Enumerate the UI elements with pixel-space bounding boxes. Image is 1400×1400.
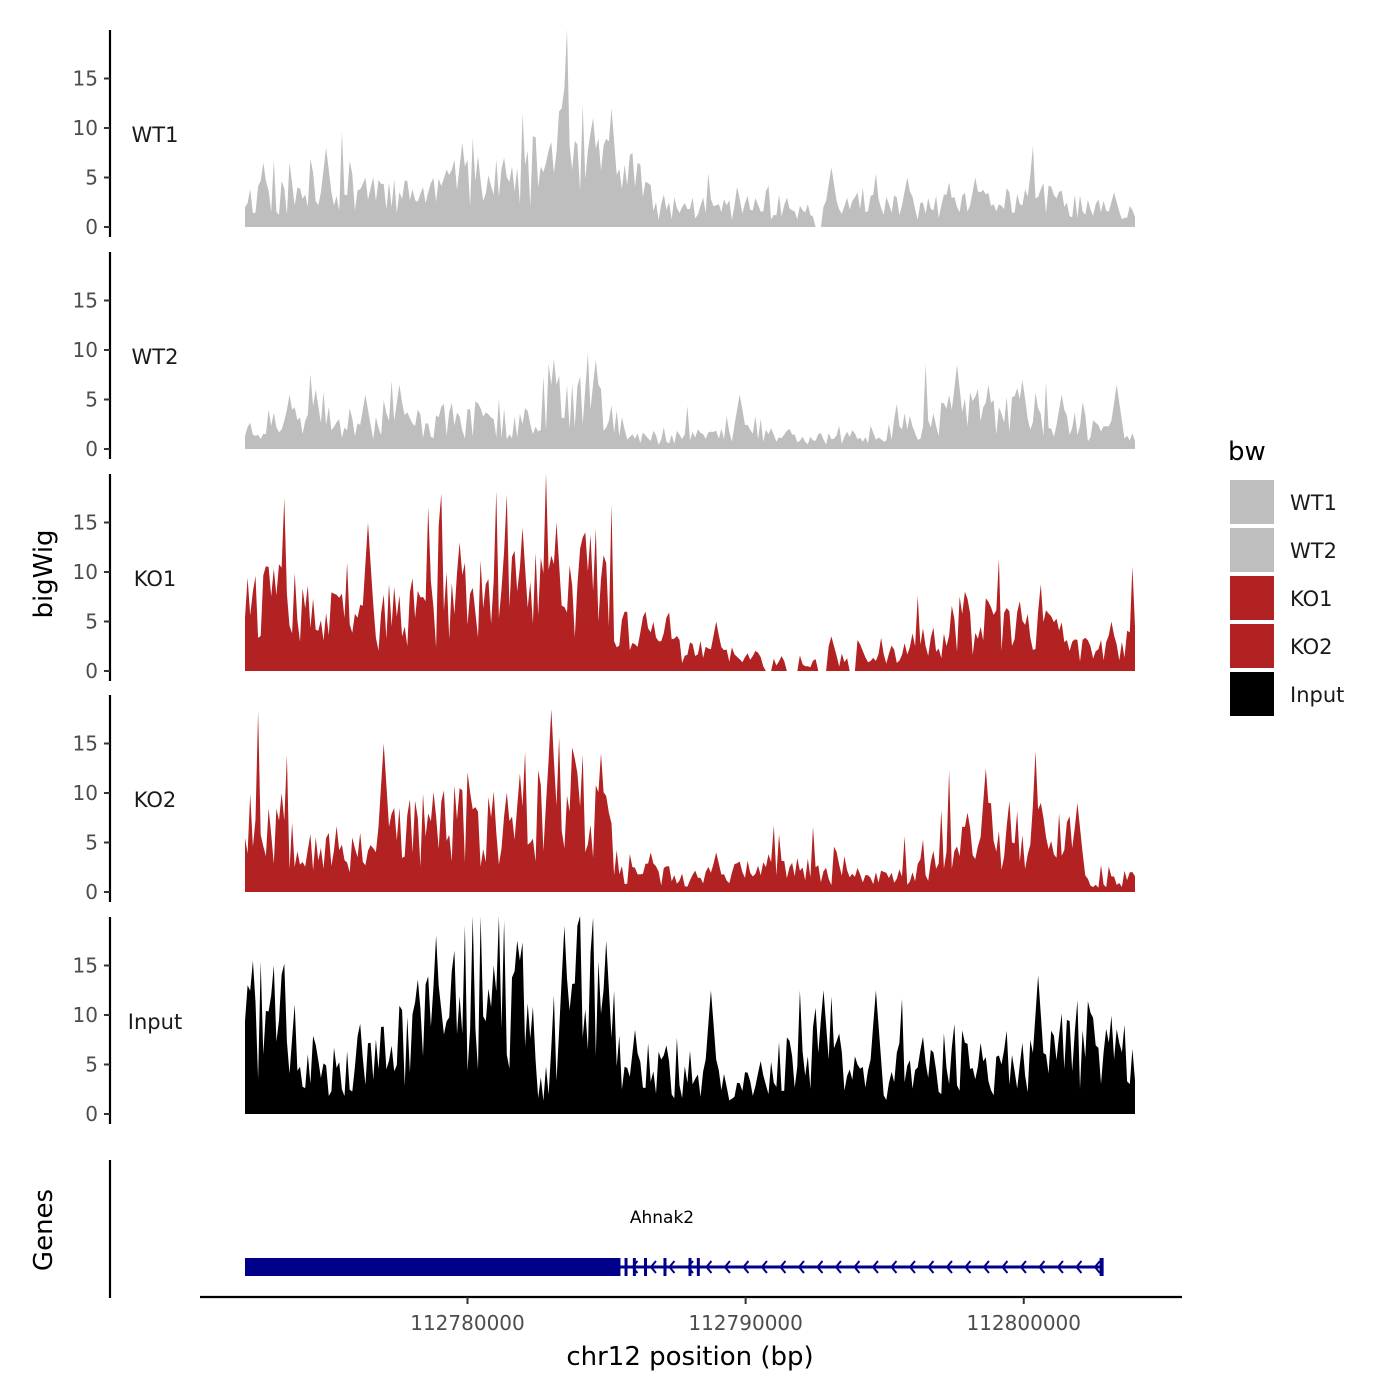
- legend-key-wt1: [1230, 480, 1274, 524]
- x-axis: 112780000 112790000 112800000: [200, 1295, 1182, 1335]
- track-ko2: 0 5 10 15 KO2: [73, 695, 1135, 904]
- gene-exon: [663, 1258, 667, 1276]
- strand-arrow: [1001, 1260, 1009, 1274]
- y-tick-label: 10: [73, 781, 98, 805]
- strand-arrow: [927, 1260, 935, 1274]
- strand-arrow: [1056, 1260, 1064, 1274]
- track-wt1: 0 5 10 15 WT1: [73, 29, 1135, 239]
- track-label: KO2: [134, 788, 177, 812]
- gene-exon: [644, 1258, 647, 1276]
- legend-key-ko1: [1230, 576, 1274, 620]
- strand-arrow: [723, 1260, 731, 1274]
- y-axis-title: bigWig: [29, 529, 59, 618]
- y-tick-label: 5: [85, 166, 98, 190]
- strand-arrow: [853, 1260, 861, 1274]
- y-tick-label: 5: [85, 1053, 98, 1077]
- coverage-area-ko1: [245, 473, 1135, 671]
- coverage-area-ko2: [245, 708, 1135, 892]
- strand-arrow: [742, 1260, 750, 1274]
- coverage-area-wt1: [245, 29, 1135, 227]
- y-tick-label: 5: [85, 388, 98, 412]
- y-tick-label: 0: [85, 880, 98, 904]
- legend: bw WT1 WT2 KO1 KO2 Input: [1228, 437, 1344, 716]
- strand-arrow: [982, 1260, 990, 1274]
- genes-axis-title: Genes: [29, 1189, 59, 1271]
- strand-arrow: [1075, 1260, 1083, 1274]
- legend-label: WT2: [1290, 539, 1337, 563]
- y-tick-label: 5: [85, 610, 98, 634]
- strand-arrow: [816, 1260, 824, 1274]
- y-tick-label: 15: [73, 732, 98, 756]
- x-tick-label: 112780000: [410, 1311, 525, 1335]
- strand-arrow: [705, 1260, 713, 1274]
- y-tick-label: 10: [73, 560, 98, 584]
- gene-exon: [624, 1258, 628, 1276]
- strand-arrow: [668, 1260, 676, 1274]
- strand-arrow: [631, 1260, 639, 1274]
- strand-arrow: [871, 1260, 879, 1274]
- strand-arrow: [834, 1260, 842, 1274]
- strand-arrow: [1038, 1260, 1046, 1274]
- gene-label: Ahnak2: [630, 1208, 694, 1228]
- gene-exon: [632, 1258, 636, 1276]
- coverage-area-wt2: [245, 353, 1135, 449]
- legend-label: KO1: [1290, 587, 1333, 611]
- y-tick-label: 15: [73, 511, 98, 535]
- coverage-area-input: [245, 916, 1135, 1114]
- gene-exon: [688, 1258, 692, 1276]
- x-tick-label: 112800000: [966, 1311, 1081, 1335]
- legend-key-wt2: [1230, 528, 1274, 572]
- y-tick-label: 0: [85, 437, 98, 461]
- strand-arrow: [686, 1260, 694, 1274]
- legend-title: bw: [1228, 437, 1266, 467]
- y-tick-label: 15: [73, 289, 98, 313]
- track-ko1: 0 5 10 15 KO1: [73, 473, 1135, 683]
- legend-key-input: [1230, 672, 1274, 716]
- strand-arrow: [945, 1260, 953, 1274]
- strand-arrow: [890, 1260, 898, 1274]
- strand-arrow: [797, 1260, 805, 1274]
- strand-arrow: [760, 1260, 768, 1274]
- track-label: Input: [128, 1010, 182, 1034]
- strand-arrow: [649, 1260, 657, 1274]
- legend-label: KO2: [1290, 635, 1333, 659]
- track-input: 0 5 10 15 Input: [73, 916, 1135, 1126]
- legend-label: Input: [1290, 683, 1344, 707]
- strand-arrow: [1093, 1260, 1101, 1274]
- track-wt2: 0 5 10 15 WT2: [73, 252, 1135, 461]
- tracks-panel: 0 5 10 15 WT1 0 5 10 15 WT2 0 5 10 15 KO1 0 5 10 15 KO2 0 5 10…: [73, 29, 1135, 1126]
- y-tick-label: 10: [73, 338, 98, 362]
- gene-ahnak2: Ahnak2: [245, 1208, 1104, 1276]
- gene-exon: [696, 1258, 700, 1276]
- y-tick-label: 10: [73, 116, 98, 140]
- y-tick-label: 0: [85, 1102, 98, 1126]
- genes-panel: Ahnak2: [108, 1160, 1104, 1298]
- y-tick-label: 10: [73, 1003, 98, 1027]
- legend-key-ko2: [1230, 624, 1274, 668]
- strand-arrow: [1019, 1260, 1027, 1274]
- strand-arrow: [964, 1260, 972, 1274]
- gene-exon-block: [245, 1258, 621, 1276]
- track-label: KO1: [134, 567, 177, 591]
- legend-label: WT1: [1290, 491, 1337, 515]
- y-tick-label: 0: [85, 659, 98, 683]
- y-tick-label: 0: [85, 215, 98, 239]
- x-axis-title: chr12 position (bp): [566, 1342, 813, 1372]
- track-label: WT1: [132, 123, 179, 147]
- y-tick-label: 15: [73, 954, 98, 978]
- gene-end-cap: [1099, 1258, 1104, 1276]
- y-tick-label: 5: [85, 831, 98, 855]
- y-tick-label: 15: [73, 67, 98, 91]
- x-tick-label: 112790000: [688, 1311, 803, 1335]
- strand-arrow: [908, 1260, 916, 1274]
- track-label: WT2: [132, 345, 179, 369]
- strand-arrow: [779, 1260, 787, 1274]
